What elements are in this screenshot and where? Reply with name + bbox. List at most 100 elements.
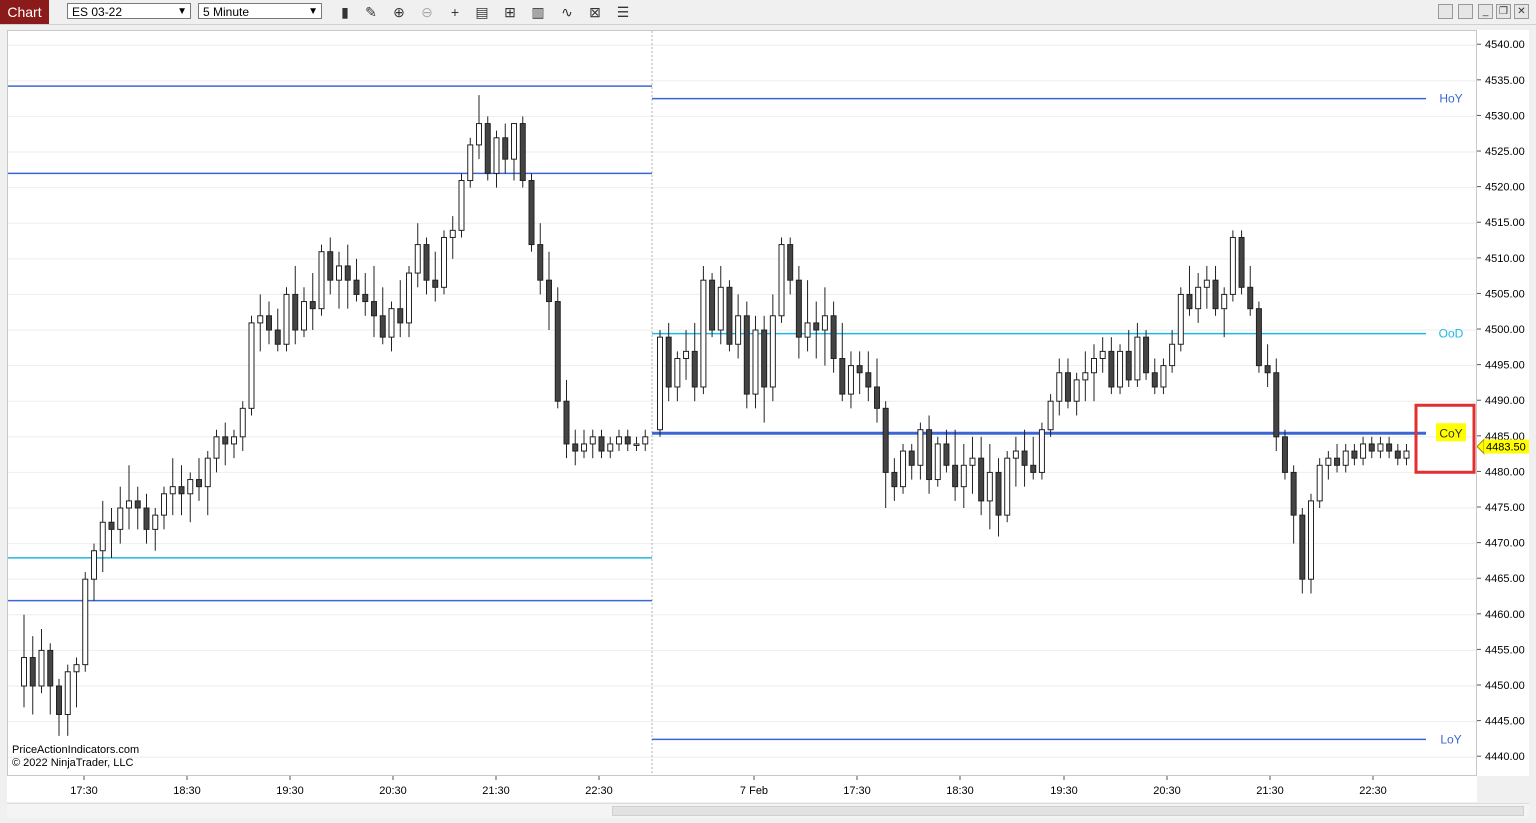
candle (537, 223, 544, 295)
templates-icon[interactable]: ⊠ (589, 4, 601, 20)
time-axis-svg: 17:30 18:30 19:30 20:30 21:30 22:30 7 Feb 17:30… (70, 776, 1387, 797)
candle-body (1368, 443, 1375, 452)
minimize-icon[interactable]: _ (1478, 4, 1493, 19)
candle-body (1360, 443, 1367, 459)
candle (117, 486, 124, 544)
instrument-select[interactable]: ES 03-22 ▼ (67, 3, 191, 19)
candle-body (222, 436, 229, 445)
candle-body (546, 279, 552, 303)
pencil-icon[interactable]: ✎ (365, 4, 377, 20)
candle (1325, 451, 1332, 480)
candle (99, 500, 106, 573)
scrollbar-thumb[interactable] (612, 806, 1524, 816)
chart-plot-area[interactable]: HoY OoD CoY LoY (7, 30, 1477, 776)
candle (1030, 436, 1037, 480)
candle-body (1143, 336, 1150, 374)
close-icon[interactable]: ✕ (1514, 4, 1529, 19)
x-tick-label: 22:30 (1359, 785, 1387, 797)
candle (432, 251, 439, 302)
properties-icon[interactable]: ▤ (475, 4, 489, 20)
candle-body (891, 471, 898, 488)
candle-body (414, 244, 421, 274)
candle (441, 230, 447, 295)
candle (528, 173, 535, 252)
candle (56, 678, 62, 736)
candle (213, 429, 220, 473)
candle-body (1012, 450, 1019, 459)
candle (143, 493, 150, 544)
candle (1064, 358, 1071, 409)
zoom-out-icon[interactable]: ⊖ (421, 4, 433, 20)
zoom-in-icon[interactable]: ⊕ (393, 4, 405, 20)
candle-body (804, 322, 811, 338)
candle-body (196, 479, 202, 488)
y-tick-label: 4525.00 (1485, 146, 1525, 158)
candle (581, 429, 587, 459)
price-axis[interactable]: 4540.00 4535.00 4530.00 4525.00 4520.00 4515.… (1476, 30, 1529, 776)
candle-body (458, 180, 465, 231)
horizontal-scrollbar[interactable] (7, 803, 1529, 818)
price-marker-bg (1484, 439, 1529, 454)
candle-body (441, 236, 447, 288)
tile-icon[interactable] (1438, 4, 1453, 19)
strategies-icon[interactable]: ∿ (561, 4, 573, 20)
candle (1143, 330, 1150, 380)
bar-type-icon[interactable]: ▮ (341, 4, 349, 20)
candle (830, 301, 837, 373)
candle-body (830, 315, 837, 360)
candle (926, 415, 933, 494)
indicators-icon[interactable]: ▥ (531, 4, 545, 20)
candle (1073, 372, 1080, 416)
y-tick-label: 4475.00 (1485, 502, 1525, 514)
candle (248, 315, 255, 416)
candle (1316, 458, 1323, 509)
candle (1351, 443, 1358, 466)
candle-body (616, 436, 622, 445)
candle-body (952, 464, 959, 488)
crosshair-icon[interactable]: + (450, 4, 460, 20)
candle-body (1308, 500, 1314, 580)
candle-body (761, 329, 768, 388)
candle (995, 458, 1002, 537)
data-box-icon[interactable]: ⊞ (504, 4, 516, 20)
candle (804, 280, 811, 352)
candle-body (476, 123, 482, 146)
x-tick-label: 19:30 (276, 785, 304, 797)
candle-body (769, 315, 776, 388)
candle (874, 358, 880, 423)
candle (1368, 436, 1375, 459)
candle (108, 508, 115, 558)
candle-body (283, 293, 290, 345)
candle-body (432, 279, 439, 288)
candle-body (691, 350, 698, 388)
x-tick-label: 20:30 (379, 785, 407, 797)
candle-body (1004, 457, 1011, 516)
x-tick-label: 21:30 (1256, 785, 1284, 797)
chart-tab[interactable]: Chart (0, 0, 49, 24)
y-tick-label: 4495.00 (1485, 360, 1525, 372)
chevron-down-icon: ▼ (308, 6, 318, 17)
time-axis[interactable]: 17:30 18:30 19:30 20:30 21:30 22:30 7 Feb 17:30… (7, 776, 1477, 802)
candle-body (1186, 293, 1193, 310)
restore-icon[interactable]: ❐ (1496, 4, 1511, 19)
candle-body (778, 244, 785, 317)
candle (1125, 330, 1132, 387)
candlestick-chart: HoY OoD CoY LoY (8, 31, 1476, 775)
y-tick-label: 4505.00 (1485, 288, 1525, 300)
candle-body (1125, 350, 1132, 381)
y-tick-label: 4480.00 (1485, 466, 1525, 478)
chart-toolbar: Chart ES 03-22 ▼ 5 Minute ▼ ▮ ✎ ⊕ ⊖ + ▤ … (0, 0, 1536, 25)
candle-body (108, 521, 115, 530)
candle-body (752, 329, 759, 395)
tile-alt-icon[interactable] (1458, 4, 1473, 19)
candle (563, 379, 570, 459)
instrument-value: ES 03-22 (72, 5, 123, 19)
candle-body (1056, 372, 1063, 402)
candle (126, 465, 132, 530)
candle (908, 443, 915, 480)
candle-body (82, 578, 89, 666)
menu-icon[interactable]: ☰ (616, 4, 630, 20)
candle (969, 436, 976, 494)
interval-select[interactable]: 5 Minute ▼ (198, 3, 322, 19)
candle (1255, 301, 1262, 373)
